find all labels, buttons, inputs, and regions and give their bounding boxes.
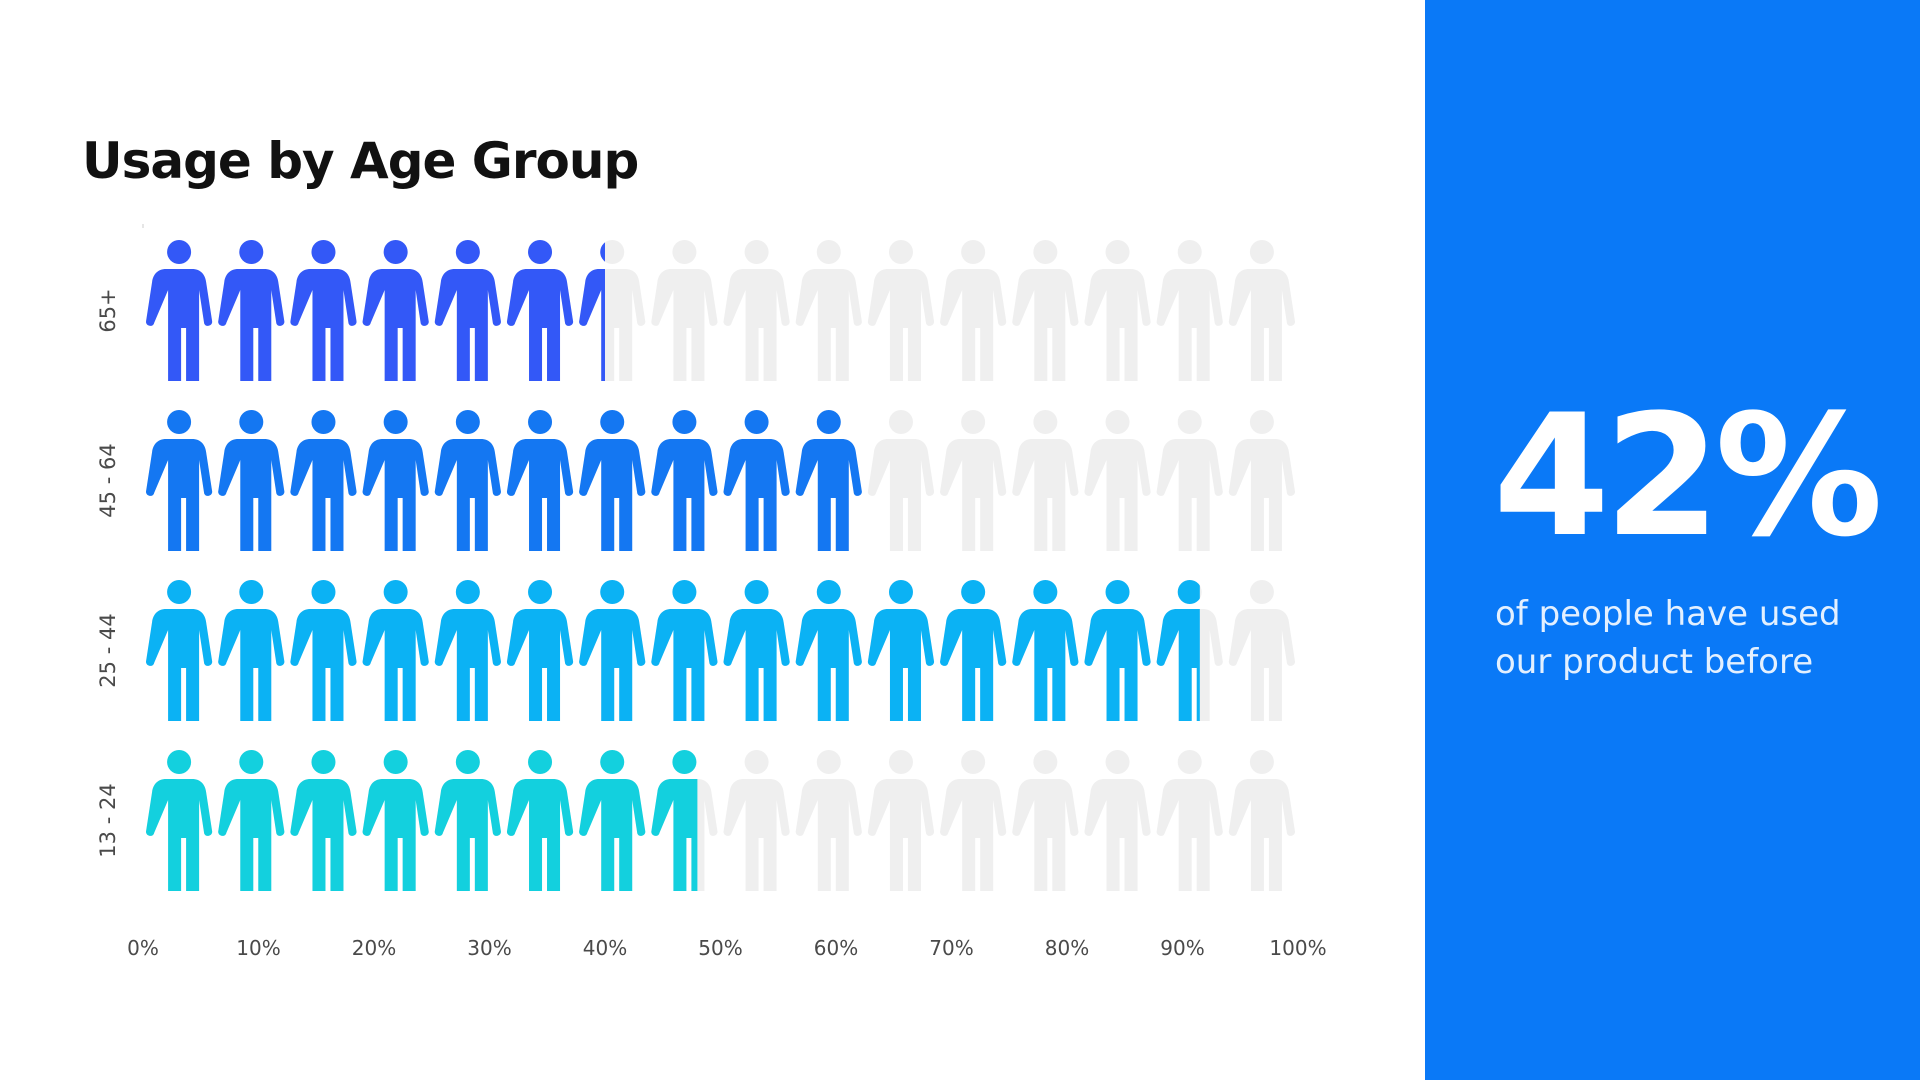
data-row: 45 - 64 <box>96 410 1295 551</box>
category-label: 13 - 24 <box>96 783 120 857</box>
person-icon-filled <box>723 580 790 721</box>
category-label: 25 - 44 <box>96 613 120 687</box>
person-icon-filled <box>940 580 1007 721</box>
person-icon-filled <box>651 410 718 551</box>
person-icon-empty <box>1084 240 1151 381</box>
x-tick-label: 30% <box>467 936 511 960</box>
person-icon-filled <box>579 580 646 721</box>
person-icon-empty <box>1228 580 1295 721</box>
person-icon-filled <box>723 410 790 551</box>
person-icon-filled <box>218 410 285 551</box>
x-tick-label: 70% <box>929 936 973 960</box>
person-icon-filled <box>1084 580 1151 721</box>
person-icon-filled <box>146 410 213 551</box>
person-icon-filled <box>434 410 501 551</box>
person-icon-filled <box>867 580 935 721</box>
x-tick-label: 50% <box>698 936 742 960</box>
person-icon-filled <box>795 410 862 551</box>
person-icon-filled <box>146 580 213 721</box>
person-icon-filled <box>218 240 285 381</box>
person-icon-empty <box>795 240 862 381</box>
category-label: 65+ <box>96 288 120 332</box>
person-icon-filled <box>290 240 357 381</box>
person-icon-empty <box>795 750 862 891</box>
person-icon-empty <box>1012 410 1079 551</box>
x-tick-label: 60% <box>814 936 858 960</box>
pictograph-chart: 65+ 45 - 64 25 - 44 13 - 24 0% 10% 20% 30% 40% 50… <box>96 224 1327 960</box>
x-tick-label: 40% <box>583 936 627 960</box>
x-tick-label: 90% <box>1160 936 1204 960</box>
person-icon-empty <box>1156 410 1223 551</box>
category-label: 45 - 64 <box>96 443 120 517</box>
person-icon-empty <box>867 750 935 891</box>
person-icon-filled <box>579 750 646 891</box>
person-icon-filled <box>146 240 213 381</box>
person-icon-filled <box>795 580 862 721</box>
person-icon-empty <box>723 750 790 891</box>
x-tick-label: 100% <box>1269 936 1326 960</box>
person-icon-empty <box>940 750 1007 891</box>
person-icon-filled <box>506 410 574 551</box>
person-icon-filled <box>362 580 429 721</box>
chart-title: Usage by Age Group <box>82 132 639 190</box>
person-icon-filled <box>290 410 357 551</box>
person-icon-filled <box>651 580 718 721</box>
person-icon-empty <box>867 240 935 381</box>
person-icon-filled <box>506 240 574 381</box>
person-icon-filled <box>434 750 501 891</box>
stat-panel: 42% of people have used our product befo… <box>1425 0 1920 1080</box>
person-icon-filled <box>290 580 357 721</box>
person-icon-filled <box>506 580 574 721</box>
data-row: 65+ <box>96 240 1295 381</box>
person-icon-empty <box>1156 750 1223 891</box>
person-icon-filled <box>146 750 213 891</box>
stat-value: 42% <box>1493 378 1883 574</box>
person-icon-empty <box>1012 240 1079 381</box>
person-icon-filled <box>362 750 429 891</box>
person-icon-filled <box>506 750 574 891</box>
person-icon-empty <box>1012 750 1079 891</box>
person-icon-filled <box>1156 580 1200 721</box>
person-icon-empty <box>1084 410 1151 551</box>
person-icon-empty <box>1156 240 1223 381</box>
person-icon-empty <box>1228 240 1295 381</box>
x-tick-label: 20% <box>352 936 396 960</box>
data-row: 13 - 24 <box>96 750 1295 891</box>
person-icon-empty <box>1084 750 1151 891</box>
person-icon-filled <box>651 750 698 891</box>
person-icon-empty <box>940 410 1007 551</box>
person-icon-filled <box>434 580 501 721</box>
person-icon-empty <box>940 240 1007 381</box>
person-icon-empty <box>1228 750 1295 891</box>
person-icon-filled <box>362 410 429 551</box>
x-tick-label: 80% <box>1045 936 1089 960</box>
x-tick-label: 10% <box>236 936 280 960</box>
person-icon-empty <box>867 410 935 551</box>
person-icon-empty <box>651 240 718 381</box>
person-icon-empty <box>1228 410 1295 551</box>
person-icon-empty <box>723 240 790 381</box>
x-tick-label: 0% <box>127 936 159 960</box>
person-icon-filled <box>218 750 285 891</box>
stat-caption: of people have used our product before <box>1495 594 1841 682</box>
person-icon-filled <box>579 410 646 551</box>
person-icon-filled <box>362 240 429 381</box>
person-icon-filled <box>1012 580 1079 721</box>
person-icon-filled <box>579 242 605 381</box>
person-icon-filled <box>290 750 357 891</box>
person-icon-filled <box>218 580 285 721</box>
person-icon-filled <box>434 240 501 381</box>
data-row: 25 - 44 <box>96 580 1295 721</box>
